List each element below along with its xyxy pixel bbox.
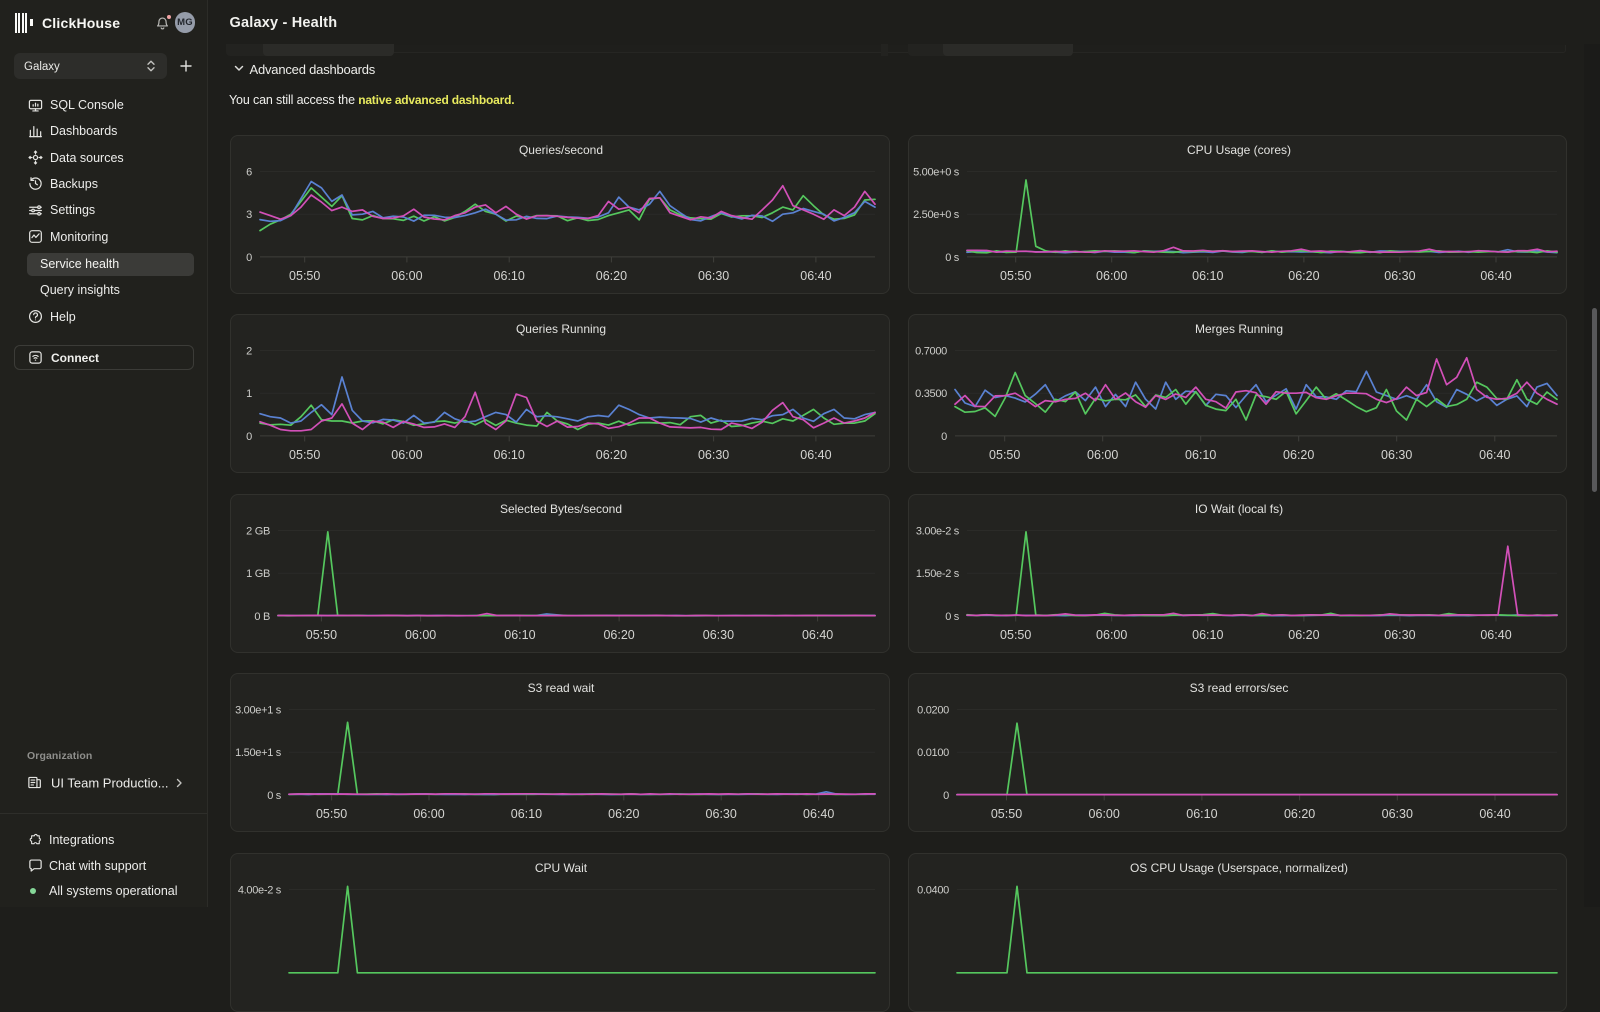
svg-text:06:00: 06:00 (391, 448, 422, 462)
svg-text:06:40: 06:40 (1480, 269, 1511, 283)
svg-text:S3 read wait: S3 read wait (528, 681, 595, 695)
svg-text:05:50: 05:50 (289, 269, 320, 283)
svg-text:1.50e+1 s: 1.50e+1 s (235, 747, 282, 759)
svg-text:05:50: 05:50 (306, 628, 337, 642)
svg-text:0.7000: 0.7000 (915, 346, 947, 358)
svg-text:06:10: 06:10 (494, 269, 525, 283)
svg-text:OS CPU Usage (Userspace, norma: OS CPU Usage (Userspace, normalized) (1130, 861, 1348, 875)
svg-text:06:20: 06:20 (1284, 807, 1315, 821)
svg-text:05:50: 05:50 (316, 807, 347, 821)
svg-text:3.00e+1 s: 3.00e+1 s (235, 705, 282, 717)
svg-text:06:30: 06:30 (706, 807, 737, 821)
svg-text:06:10: 06:10 (504, 628, 535, 642)
svg-text:05:50: 05:50 (1000, 269, 1031, 283)
svg-text:5.00e+0 s: 5.00e+0 s (913, 166, 960, 178)
svg-text:0.3500: 0.3500 (915, 388, 947, 400)
svg-text:3: 3 (246, 209, 252, 221)
svg-text:06:40: 06:40 (800, 269, 831, 283)
svg-text:Queries/second: Queries/second (519, 143, 603, 157)
svg-text:06:40: 06:40 (1479, 448, 1510, 462)
svg-text:0: 0 (246, 431, 252, 443)
svg-text:06:20: 06:20 (1288, 269, 1319, 283)
svg-text:Selected Bytes/second: Selected Bytes/second (500, 502, 622, 516)
svg-text:06:30: 06:30 (1384, 628, 1415, 642)
svg-text:06:40: 06:40 (1479, 807, 1510, 821)
svg-text:0 s: 0 s (945, 251, 960, 263)
svg-text:05:50: 05:50 (989, 448, 1020, 462)
svg-text:6: 6 (246, 166, 252, 178)
svg-text:06:20: 06:20 (608, 807, 639, 821)
svg-text:0.0400: 0.0400 (917, 884, 949, 896)
svg-text:0.0200: 0.0200 (917, 705, 949, 717)
svg-text:CPU Usage (cores): CPU Usage (cores) (1187, 143, 1291, 157)
svg-text:0: 0 (941, 431, 947, 443)
svg-text:05:50: 05:50 (991, 807, 1022, 821)
svg-text:06:10: 06:10 (511, 807, 542, 821)
svg-text:0: 0 (246, 251, 252, 263)
svg-text:06:30: 06:30 (698, 269, 729, 283)
svg-text:0 s: 0 s (945, 611, 960, 623)
svg-text:06:30: 06:30 (698, 448, 729, 462)
svg-text:06:00: 06:00 (1096, 269, 1127, 283)
svg-text:06:20: 06:20 (596, 448, 627, 462)
svg-text:06:20: 06:20 (1283, 448, 1314, 462)
svg-text:06:20: 06:20 (603, 628, 634, 642)
svg-text:06:10: 06:10 (1192, 628, 1223, 642)
svg-text:06:40: 06:40 (1480, 628, 1511, 642)
svg-text:06:20: 06:20 (596, 269, 627, 283)
svg-text:06:00: 06:00 (405, 628, 436, 642)
svg-text:1: 1 (246, 388, 252, 400)
svg-text:2: 2 (246, 346, 252, 358)
svg-text:3.00e-2 s: 3.00e-2 s (916, 525, 960, 537)
svg-text:06:20: 06:20 (1288, 628, 1319, 642)
svg-text:06:00: 06:00 (391, 269, 422, 283)
svg-text:05:50: 05:50 (1000, 628, 1031, 642)
svg-text:06:00: 06:00 (413, 807, 444, 821)
svg-text:06:10: 06:10 (494, 448, 525, 462)
svg-text:06:10: 06:10 (1186, 807, 1217, 821)
svg-text:06:00: 06:00 (1089, 807, 1120, 821)
svg-text:0.0100: 0.0100 (917, 747, 949, 759)
svg-text:06:30: 06:30 (703, 628, 734, 642)
svg-text:1 GB: 1 GB (246, 568, 270, 580)
svg-text:2 GB: 2 GB (246, 525, 270, 537)
svg-text:06:00: 06:00 (1096, 628, 1127, 642)
svg-text:06:40: 06:40 (803, 807, 834, 821)
svg-text:06:10: 06:10 (1185, 448, 1216, 462)
svg-text:0: 0 (943, 790, 949, 802)
svg-text:IO Wait (local fs): IO Wait (local fs) (1195, 502, 1283, 516)
svg-text:CPU Wait: CPU Wait (535, 861, 588, 875)
svg-text:06:00: 06:00 (1087, 448, 1118, 462)
svg-text:06:40: 06:40 (800, 448, 831, 462)
svg-text:06:40: 06:40 (802, 628, 833, 642)
svg-text:05:50: 05:50 (289, 448, 320, 462)
svg-text:06:30: 06:30 (1382, 807, 1413, 821)
svg-text:0 B: 0 B (254, 611, 270, 623)
svg-text:Queries Running: Queries Running (516, 322, 606, 336)
svg-text:06:10: 06:10 (1192, 269, 1223, 283)
svg-text:06:30: 06:30 (1381, 448, 1412, 462)
svg-text:2.50e+0 s: 2.50e+0 s (913, 209, 960, 221)
svg-text:4.00e-2 s: 4.00e-2 s (238, 884, 282, 896)
svg-text:Merges Running: Merges Running (1195, 322, 1283, 336)
svg-text:S3 read errors/sec: S3 read errors/sec (1190, 681, 1289, 695)
svg-text:06:30: 06:30 (1384, 269, 1415, 283)
svg-text:0 s: 0 s (267, 790, 282, 802)
svg-text:1.50e-2 s: 1.50e-2 s (916, 568, 960, 580)
